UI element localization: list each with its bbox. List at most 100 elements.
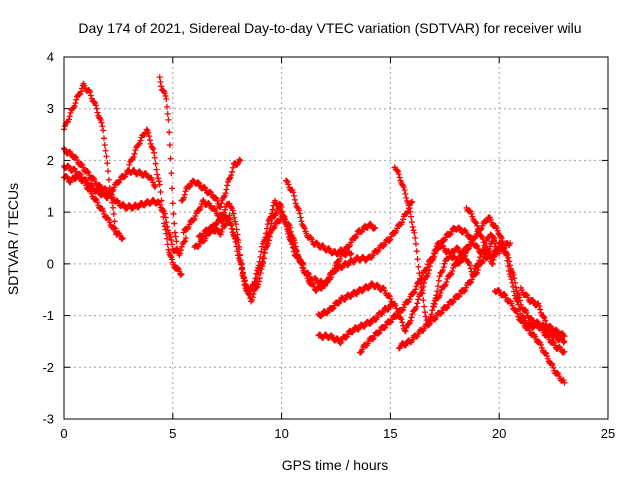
data-point [103, 153, 110, 160]
data-point [480, 256, 487, 263]
data-point [318, 313, 325, 320]
data-point [174, 265, 181, 272]
x-tick-label: 15 [383, 426, 397, 441]
data-point [561, 379, 568, 386]
data-point [283, 177, 290, 184]
data-point [554, 369, 561, 376]
data-point [159, 206, 166, 213]
data-point [228, 172, 235, 179]
data-point [507, 240, 514, 247]
data-point [515, 301, 522, 308]
data-point [472, 219, 479, 226]
data-point [182, 188, 189, 195]
data-point [296, 210, 303, 217]
data-point [199, 233, 206, 240]
series-s12 [311, 198, 416, 289]
data-point [149, 145, 156, 152]
series-s11 [282, 177, 379, 258]
data-point [220, 193, 227, 200]
data-point [511, 292, 518, 299]
data-point [399, 307, 406, 314]
y-tick-label: 4 [47, 50, 54, 65]
data-point [387, 236, 394, 243]
data-point [287, 224, 294, 231]
data-point [105, 176, 112, 183]
data-point [542, 317, 549, 324]
data-point [393, 305, 400, 312]
x-tick-label: 25 [601, 426, 615, 441]
data-point [381, 287, 388, 294]
y-tick-label: -2 [42, 360, 54, 375]
data-point [523, 310, 530, 317]
data-point [400, 304, 407, 311]
data-point [510, 283, 517, 290]
x-tick-label: 10 [274, 426, 288, 441]
data-point [508, 276, 515, 283]
data-point [491, 238, 498, 245]
data-point [152, 183, 159, 190]
data-point [88, 190, 95, 197]
data-point [467, 279, 474, 286]
data-point [401, 186, 408, 193]
data-point [487, 243, 494, 250]
data-point [437, 289, 444, 296]
data-point [239, 265, 246, 272]
data-point [218, 228, 225, 235]
data-point [394, 167, 401, 174]
data-point [297, 214, 304, 221]
data-point [258, 248, 265, 255]
data-point [505, 267, 512, 274]
data-point [253, 280, 260, 287]
data-point [261, 249, 268, 256]
data-point [477, 254, 484, 261]
data-point [218, 200, 225, 207]
data-point [529, 297, 536, 304]
data-point [119, 235, 126, 241]
data-point [239, 270, 246, 277]
data-point [398, 316, 405, 323]
data-point [292, 243, 299, 250]
data-point [425, 261, 432, 268]
data-point [149, 179, 156, 186]
data-point [164, 110, 171, 117]
data-point [420, 297, 427, 304]
data-point [478, 259, 485, 266]
data-point [409, 223, 416, 230]
data-point [254, 275, 261, 282]
data-point [163, 230, 170, 237]
series-s17 [396, 235, 498, 352]
data-point [231, 214, 238, 221]
data-point [165, 116, 172, 123]
data-point [514, 310, 521, 317]
data-point [231, 235, 238, 242]
data-point [259, 258, 266, 265]
data-point [454, 244, 461, 251]
data-point [487, 216, 494, 223]
data-point [110, 211, 117, 218]
data-point [299, 264, 306, 271]
data-point [449, 268, 456, 275]
data-point [291, 196, 298, 203]
data-point [347, 251, 354, 258]
data-point [512, 307, 519, 314]
data-point [402, 190, 409, 197]
data-point [102, 147, 109, 154]
data-point [538, 344, 545, 351]
data-point [411, 229, 418, 236]
data-point [537, 341, 544, 348]
data-point [223, 186, 230, 193]
data-point [71, 102, 78, 109]
data-point [137, 137, 144, 144]
data-points [61, 74, 568, 386]
data-point [396, 174, 403, 181]
data-point [169, 185, 176, 192]
data-point [169, 200, 176, 207]
x-tick-label: 5 [169, 426, 176, 441]
data-point [226, 175, 233, 182]
data-point [422, 267, 429, 274]
y-tick-label: 3 [47, 101, 54, 116]
data-point [217, 204, 224, 211]
data-point [178, 243, 185, 250]
data-point [105, 168, 112, 175]
